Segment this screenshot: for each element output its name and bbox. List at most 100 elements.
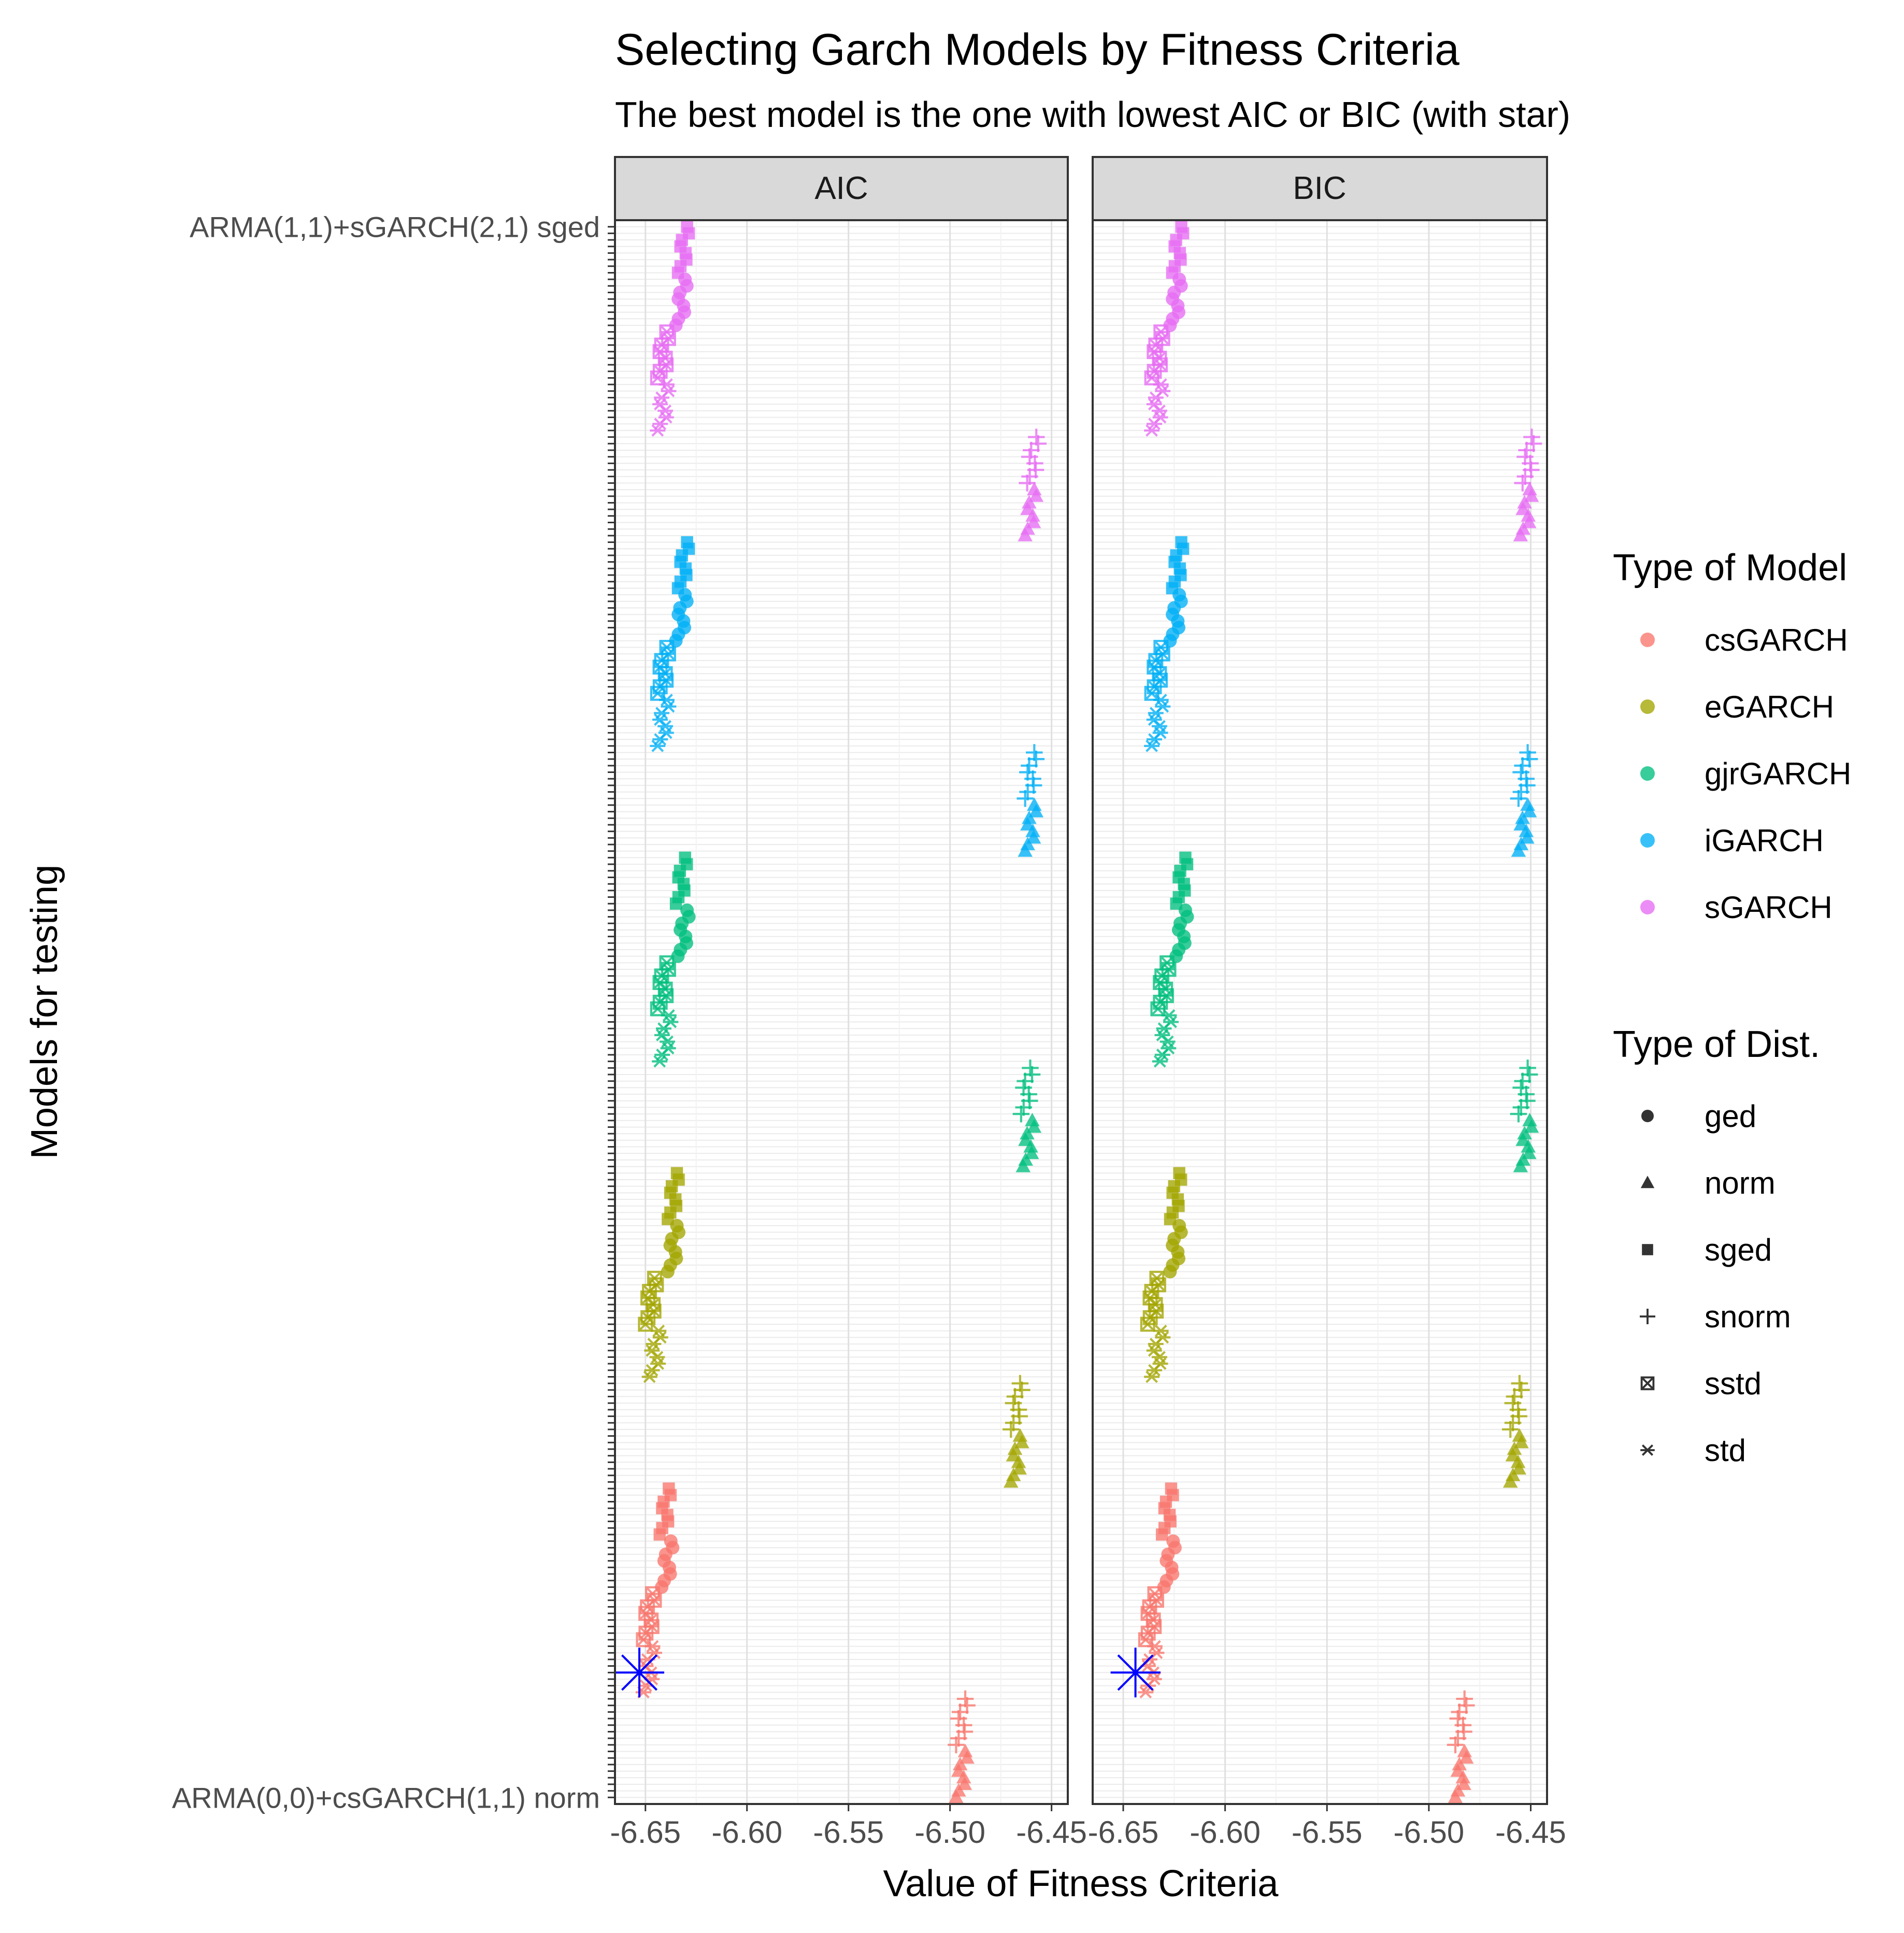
- legend-key-norm: [1640, 1176, 1655, 1189]
- panel-aic: [614, 220, 1068, 1804]
- point-csgarch-norm: [1457, 1743, 1472, 1757]
- legend-key-sged: [1642, 1244, 1653, 1255]
- point-egarch-sstd: [1149, 1270, 1165, 1286]
- legend-label-igarch: iGARCH: [1705, 823, 1824, 858]
- point-igarch-snorm: [1026, 744, 1043, 761]
- point-gjrgarch-ged: [680, 903, 694, 917]
- point-csgarch-snorm: [956, 1690, 974, 1708]
- point-csgarch-norm: [957, 1743, 973, 1757]
- y-tick-label-top: ARMA(1,1)+sGARCH(2,1) sged: [190, 211, 600, 244]
- x-tick-label: -6.45: [1016, 1815, 1087, 1850]
- point-csgarch-sged: [1165, 1482, 1178, 1495]
- point-gjrgarch-sged: [679, 851, 691, 864]
- legend-key-igarch: [1640, 833, 1655, 848]
- legend-label-sged: sged: [1705, 1233, 1772, 1267]
- strip-label-bic: BIC: [1293, 170, 1346, 206]
- x-tick-label: -6.65: [1088, 1815, 1159, 1850]
- point-gjrgarch-sstd: [659, 955, 675, 970]
- point-sgarch-sged: [1175, 220, 1187, 233]
- legend-model: Type of Model csGARCH eGARCH gjrGARCH iGARC…: [1613, 547, 1851, 925]
- legend-key-ged: [1641, 1110, 1654, 1122]
- legend-label-std: std: [1705, 1433, 1746, 1468]
- legend-key-gjrgarch: [1640, 766, 1655, 781]
- point-egarch-snorm: [1511, 1374, 1528, 1392]
- point-sgarch-norm: [1027, 482, 1042, 496]
- y-tick-label-bottom: ARMA(0,0)+csGARCH(1,1) norm: [172, 1781, 600, 1814]
- legend-label-csgarch: csGARCH: [1705, 623, 1848, 657]
- point-igarch-std: [1144, 739, 1159, 752]
- legend-label-egarch: eGARCH: [1705, 690, 1834, 724]
- point-gjrgarch-snorm: [1519, 1059, 1536, 1077]
- point-egarch-sged: [1173, 1167, 1185, 1179]
- best-model-star: [1110, 1648, 1161, 1698]
- legend-dist: Type of Dist. ged norm sged snorm sstd std: [1613, 1024, 1820, 1468]
- x-tick-label: -6.65: [610, 1815, 681, 1850]
- panel-border-aic: [614, 219, 1069, 1805]
- chart-title: Selecting Garch Models by Fitness Criter…: [615, 25, 1459, 75]
- legend-label-gjrgarch: gjrGARCH: [1705, 756, 1851, 791]
- x-tick-label: -6.50: [1394, 1815, 1465, 1850]
- x-tick-label: -6.60: [1190, 1815, 1261, 1850]
- point-egarch-norm: [1512, 1428, 1527, 1442]
- point-csgarch-std: [1138, 1686, 1154, 1699]
- point-gjrgarch-norm: [1025, 1112, 1040, 1126]
- point-sgarch-std: [650, 424, 666, 437]
- panel-bic: [1093, 220, 1547, 1804]
- x-tick-label: -6.60: [711, 1815, 782, 1850]
- point-igarch-std: [650, 739, 666, 752]
- legend-label-ged: ged: [1705, 1099, 1756, 1134]
- strip-aic: [614, 156, 1069, 221]
- strip-bic: [1092, 156, 1548, 221]
- point-egarch-std: [651, 1324, 667, 1337]
- best-model-star: [614, 1648, 665, 1698]
- legend-key-sgarch: [1640, 900, 1655, 914]
- point-igarch-norm: [1520, 797, 1535, 811]
- point-igarch-norm: [1027, 797, 1042, 811]
- legend-key-csgarch: [1640, 633, 1655, 647]
- x-tick-label: -6.55: [1292, 1815, 1363, 1850]
- facet-aic: AIC: [614, 156, 1069, 1805]
- x-tick-label: -6.55: [813, 1815, 884, 1850]
- x-axis-title: Value of Fitness Criteria: [883, 1863, 1279, 1905]
- point-sgarch-norm: [1522, 482, 1537, 496]
- legend-dist-title: Type of Dist.: [1613, 1024, 1820, 1065]
- point-igarch-sged: [681, 536, 693, 549]
- point-igarch-snorm: [1519, 744, 1536, 761]
- legend-key-std: [1640, 1444, 1655, 1456]
- strip-label-aic: AIC: [814, 170, 868, 206]
- x-ticks-bic: -6.65 -6.60 -6.55 -6.50 -6.45: [1088, 1804, 1566, 1850]
- point-sgarch-std: [1144, 424, 1159, 437]
- legend-key-sstd: [1640, 1376, 1655, 1391]
- point-gjrgarch-std: [1152, 1055, 1168, 1068]
- point-igarch-sged: [1175, 536, 1187, 549]
- x-tick-label: -6.45: [1495, 1815, 1566, 1850]
- panel-border-bic: [1092, 219, 1548, 1805]
- point-csgarch-ged: [664, 1534, 678, 1548]
- legend-label-snorm: snorm: [1705, 1299, 1791, 1334]
- x-tick-label: -6.50: [914, 1815, 985, 1850]
- legend-label-sstd: sstd: [1705, 1366, 1762, 1401]
- point-gjrgarch-snorm: [1022, 1059, 1039, 1077]
- legend-label-norm: norm: [1705, 1166, 1776, 1200]
- panel-bg: [615, 220, 1068, 1804]
- point-sgarch-snorm: [1523, 428, 1540, 446]
- point-gjrgarch-norm: [1522, 1112, 1537, 1126]
- legend-model-title: Type of Model: [1613, 547, 1847, 589]
- y-axis-title: Models for testing: [24, 865, 65, 1159]
- y-axis: ARMA(1,1)+sGARCH(2,1) sged ARMA(0,0)+csGA…: [172, 211, 615, 1814]
- x-ticks-aic: -6.65 -6.60 -6.55 -6.50 -6.45: [610, 1804, 1087, 1850]
- point-egarch-sstd: [647, 1270, 662, 1286]
- point-sgarch-sged: [681, 220, 693, 233]
- point-egarch-norm: [1012, 1428, 1028, 1442]
- point-egarch-sged: [670, 1167, 683, 1179]
- point-sgarch-snorm: [1028, 428, 1045, 446]
- legend-key-snorm: [1640, 1309, 1655, 1324]
- legend-key-egarch: [1640, 699, 1655, 714]
- point-gjrgarch-std: [652, 1055, 668, 1068]
- point-csgarch-snorm: [1456, 1690, 1473, 1708]
- point-csgarch-ged: [1166, 1534, 1180, 1548]
- point-egarch-std: [1153, 1324, 1169, 1337]
- point-csgarch-sged: [663, 1482, 675, 1495]
- facet-bic: BIC: [1092, 156, 1548, 1805]
